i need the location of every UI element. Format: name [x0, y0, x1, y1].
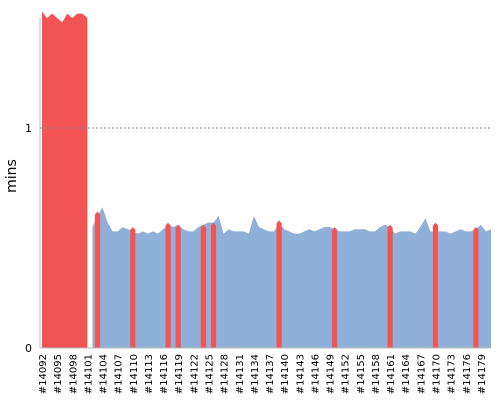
x-tick-label: #14152	[341, 354, 352, 394]
x-tick-label: #14092	[38, 354, 49, 394]
failure-spike	[332, 227, 338, 348]
y-axis-title: mins	[4, 159, 20, 193]
x-tick-label: #14128	[220, 354, 231, 394]
area-series-1	[42, 11, 88, 349]
x-tick-label: #14110	[129, 354, 140, 394]
failure-spike	[276, 220, 282, 348]
x-tick-label: #14098	[68, 354, 79, 394]
x-tick-label: #14122	[189, 354, 200, 394]
x-tick-label: #14104	[99, 354, 110, 394]
x-tick-label: #14131	[235, 354, 246, 394]
failure-spike	[473, 227, 479, 348]
x-tick-label: #14149	[326, 354, 337, 394]
plot-area	[40, 11, 492, 349]
x-tick-label: #14107	[114, 354, 125, 394]
x-tick-label: #14161	[386, 354, 397, 394]
x-tick-label: #14176	[462, 354, 473, 394]
y-tick-label: 1	[25, 122, 32, 135]
failure-spike	[175, 224, 181, 348]
x-tick-label: #14143	[295, 354, 306, 394]
y-tick-label: 0	[25, 342, 32, 355]
x-tick-label: #14119	[174, 354, 185, 394]
x-tick-label: #14167	[416, 354, 427, 394]
x-tick-label: #14158	[371, 354, 382, 394]
x-tick-label: #14164	[401, 354, 412, 394]
x-tick-label: #14134	[250, 354, 261, 394]
x-tick-label: #14173	[447, 354, 458, 394]
failure-spike	[387, 224, 393, 348]
x-tick-label: #14113	[144, 354, 155, 394]
failure-spike	[200, 224, 206, 348]
x-tick-label: #14125	[205, 354, 216, 394]
y-tick-labels: 01	[25, 122, 32, 355]
x-tick-label: #14095	[53, 354, 64, 394]
x-tick-label: #14179	[477, 354, 488, 394]
failure-spike	[210, 222, 217, 348]
x-tick-label: #14146	[310, 354, 321, 394]
x-tick-label: #14155	[356, 354, 367, 394]
failure-spike	[165, 222, 171, 348]
failure-spike	[94, 211, 101, 348]
x-tick-label: #14101	[83, 354, 94, 394]
x-tick-label: #14116	[159, 354, 170, 394]
axes	[39, 18, 491, 349]
x-tick-labels: #14092 #14095 #14098 #14101 #14104 #14107 #141…	[38, 354, 488, 394]
x-tick-label: #14140	[280, 354, 291, 394]
failure-spike	[432, 222, 439, 348]
x-tick-label: #14170	[432, 354, 443, 394]
x-tick-label: #14137	[265, 354, 276, 394]
failure-spike	[130, 227, 136, 348]
area-series-0	[92, 207, 492, 348]
